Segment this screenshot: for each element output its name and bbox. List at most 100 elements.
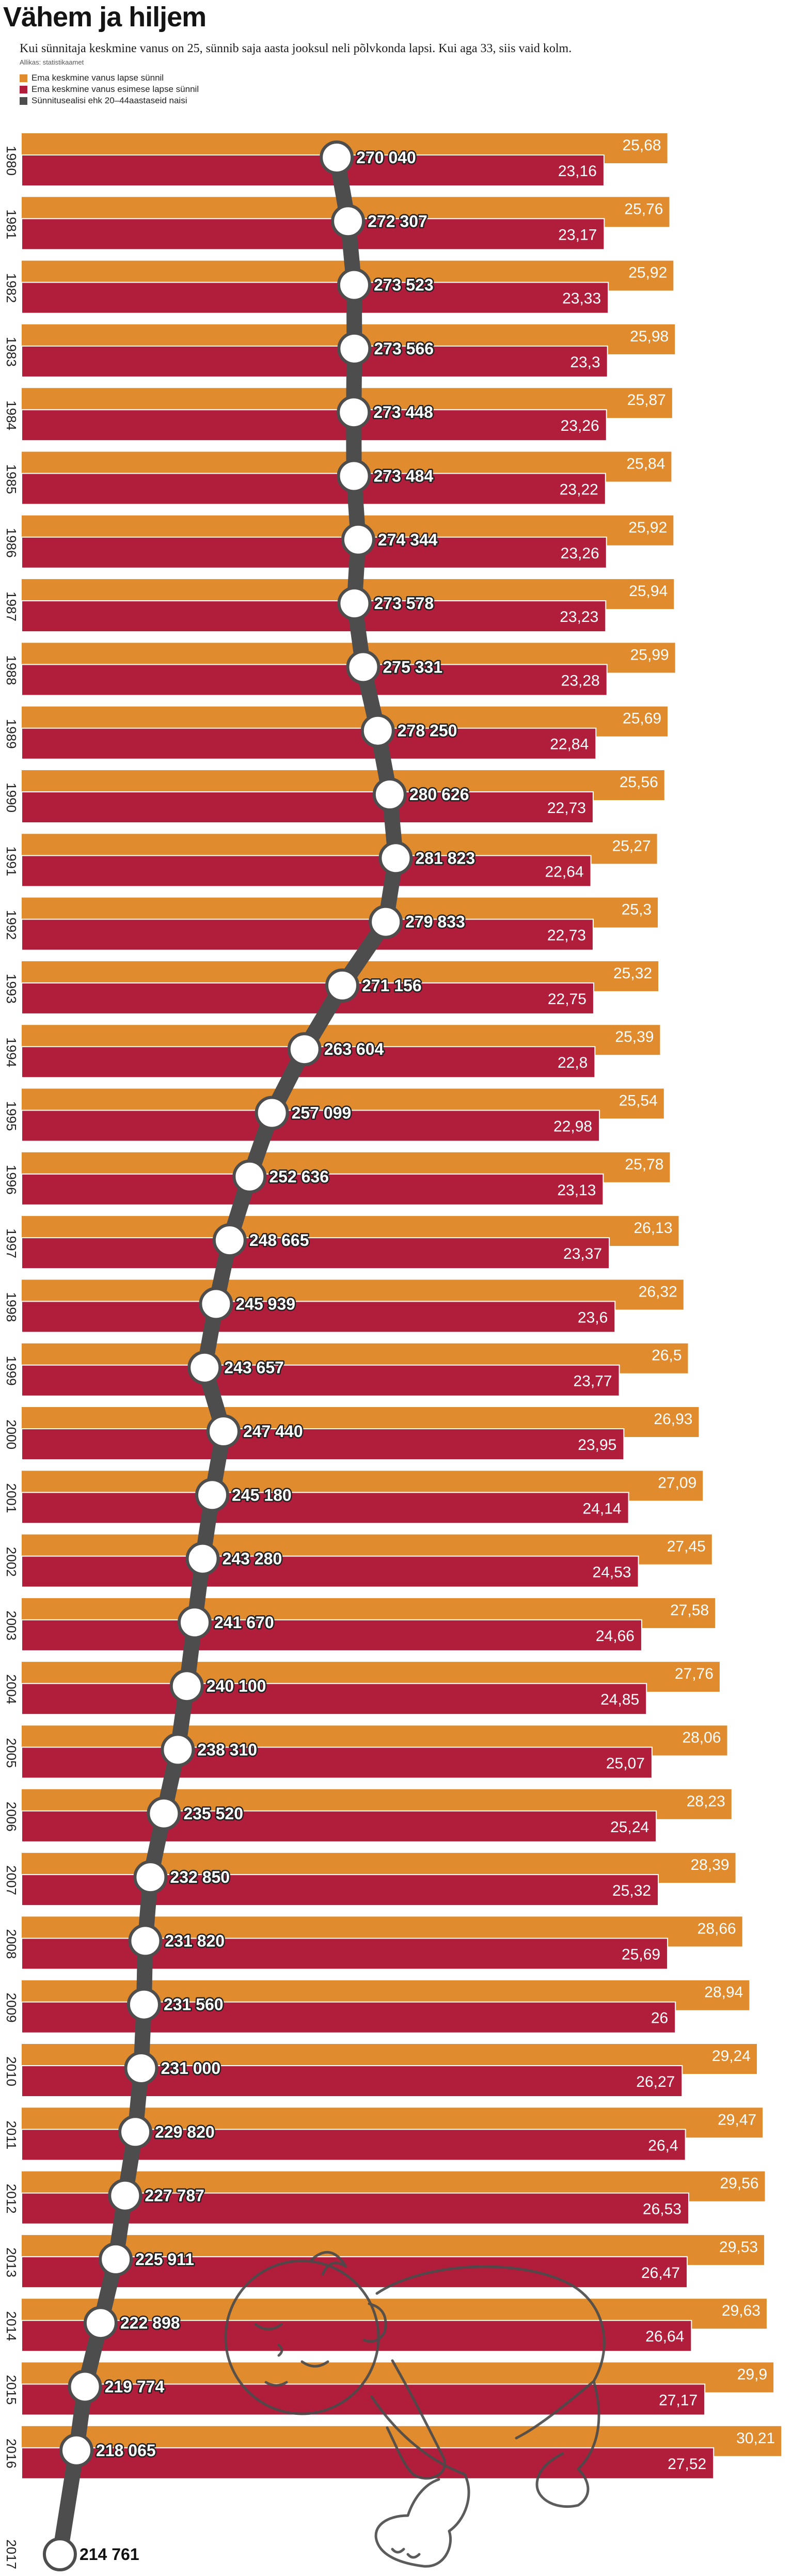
label-women-2013: 225 911 xyxy=(135,2250,194,2269)
bar-first-child-age-1999 xyxy=(21,1364,620,1397)
year-label-1986: 1986 xyxy=(4,528,19,558)
women-series xyxy=(42,140,413,2571)
point-women-1997 xyxy=(212,1223,247,1258)
bar-first-child-age-2007 xyxy=(21,1874,659,1907)
label-first-child-age-2015: 27,17 xyxy=(659,2392,697,2409)
label-first-child-age-2002: 24,53 xyxy=(593,1564,631,1581)
label-first-child-age-1993: 22,75 xyxy=(548,991,586,1008)
bar-first-child-age-2004 xyxy=(21,1683,647,1715)
label-avg-age-2003: 27,58 xyxy=(670,1602,709,1619)
label-women-2007: 232 850 xyxy=(170,1868,230,1886)
label-first-child-age-1996: 23,13 xyxy=(557,1182,596,1199)
label-avg-age-2013: 29,53 xyxy=(719,2239,758,2256)
label-first-child-age-2004: 24,85 xyxy=(600,1691,639,1708)
label-first-child-age-1987: 23,23 xyxy=(560,608,598,626)
label-avg-age-2005: 28,06 xyxy=(682,1729,721,1746)
point-women-2006 xyxy=(147,1796,181,1831)
label-first-child-age-1981: 23,17 xyxy=(558,226,597,243)
label-avg-age-2014: 29,63 xyxy=(722,2302,760,2319)
year-label-1994: 1994 xyxy=(4,1037,19,1067)
point-women-2008 xyxy=(128,1924,163,1958)
bar-first-child-age-1992 xyxy=(21,918,594,951)
bar-first-child-age-1997 xyxy=(21,1237,610,1270)
bar-first-child-age-1985 xyxy=(21,473,606,505)
label-avg-age-1988: 25,99 xyxy=(630,646,669,663)
point-women-2014 xyxy=(83,2306,118,2340)
label-women-2016: 218 065 xyxy=(96,2441,156,2460)
year-label-1999: 1999 xyxy=(4,1356,19,1386)
bar-first-child-age-2005 xyxy=(21,1746,653,1779)
label-avg-age-1983: 25,98 xyxy=(630,328,669,345)
baby-illustration xyxy=(224,2251,606,2568)
baby-toes xyxy=(391,2548,421,2559)
baby-ear xyxy=(362,2302,387,2343)
label-women-1993: 271 156 xyxy=(362,976,422,995)
legend-swatch-first-child-age xyxy=(20,85,27,93)
point-women-1985 xyxy=(337,459,371,493)
label-avg-age-2011: 29,47 xyxy=(718,2111,756,2128)
year-label-1995: 1995 xyxy=(4,1101,19,1131)
legend-swatch-avg-age xyxy=(20,74,27,82)
year-label-1984: 1984 xyxy=(4,400,19,430)
baby-arm xyxy=(386,2359,447,2480)
year-label-1982: 1982 xyxy=(4,273,19,303)
bar-first-child-age-1991 xyxy=(21,855,592,887)
year-label-2010: 2010 xyxy=(4,2056,19,2086)
label-avg-age-1993: 25,32 xyxy=(613,965,652,982)
bar-first-child-age-1990 xyxy=(21,791,594,823)
legend: Ema keskmine vanus lapse sünnil Ema kesk… xyxy=(20,72,199,106)
baby-back xyxy=(375,2265,606,2383)
bar-first-child-age-1998 xyxy=(21,1301,616,1333)
label-avg-age-2012: 29,56 xyxy=(720,2175,758,2192)
label-women-1982: 273 523 xyxy=(374,276,434,294)
year-label-2000: 2000 xyxy=(4,1419,19,1449)
point-women-2005 xyxy=(161,1732,195,1767)
label-first-child-age-2000: 23,95 xyxy=(578,1437,616,1454)
label-avg-age-1980: 25,68 xyxy=(623,137,661,154)
label-avg-age-2010: 29,24 xyxy=(712,2048,751,2065)
point-women-2000 xyxy=(206,1414,241,1448)
label-avg-age-1981: 25,76 xyxy=(624,200,663,217)
label-avg-age-2004: 27,76 xyxy=(675,1665,713,1682)
baby-nose xyxy=(277,2344,283,2357)
label-first-child-age-2012: 26,53 xyxy=(643,2201,681,2218)
label-avg-age-1992: 25,3 xyxy=(622,901,652,918)
year-label-1987: 1987 xyxy=(4,591,19,621)
legend-swatch-women xyxy=(20,97,27,105)
point-women-1996 xyxy=(232,1159,267,1194)
label-women-2003: 241 670 xyxy=(214,1613,274,1632)
label-avg-age-1997: 26,13 xyxy=(633,1220,672,1237)
label-women-1989: 278 250 xyxy=(398,722,457,740)
baby-front-leg xyxy=(374,2473,470,2568)
baby-head xyxy=(224,2259,380,2415)
point-women-2009 xyxy=(126,1987,161,2022)
label-avg-age-1995: 25,54 xyxy=(619,1092,658,1110)
year-label-1992: 1992 xyxy=(4,910,19,940)
year-label-1991: 1991 xyxy=(4,846,19,876)
value-labels: 25,68 23,16 25,76 23,17 25,92 23,33 25,98 23,3 2… xyxy=(80,137,775,2564)
label-avg-age-1989: 25,69 xyxy=(623,710,661,727)
year-label-1998: 1998 xyxy=(4,1292,19,1322)
label-women-2012: 227 787 xyxy=(145,2187,204,2205)
label-women-1990: 280 626 xyxy=(409,785,469,804)
bar-first-child-age-1993 xyxy=(21,982,594,1014)
bar-first-child-age-1984 xyxy=(21,409,607,442)
label-first-child-age-2009: 26 xyxy=(651,2010,668,2027)
label-avg-age-2008: 28,66 xyxy=(697,1920,736,1937)
label-first-child-age-1999: 23,77 xyxy=(574,1373,612,1390)
label-first-child-age-1990: 22,73 xyxy=(547,800,586,817)
bar-first-child-age-2015 xyxy=(21,2383,706,2416)
year-label-2014: 2014 xyxy=(4,2311,19,2341)
label-avg-age-1999: 26,5 xyxy=(652,1347,681,1364)
bar-first-child-age-2003 xyxy=(21,1619,642,1651)
label-women-2014: 222 898 xyxy=(120,2314,180,2332)
bar-first-child-age-2001 xyxy=(21,1492,629,1524)
point-women-1994 xyxy=(287,1032,322,1067)
legend-item-women: Sünnitusealisi ehk 20–44aastaseid naisi xyxy=(20,95,199,106)
label-avg-age-1986: 25,92 xyxy=(628,519,667,536)
label-women-2002: 243 280 xyxy=(223,1550,282,1568)
bar-first-child-age-2014 xyxy=(21,2320,692,2352)
label-avg-age-1994: 25,39 xyxy=(615,1028,654,1045)
label-women-2009: 231 560 xyxy=(164,1995,224,2014)
year-label-1996: 1996 xyxy=(4,1165,19,1195)
